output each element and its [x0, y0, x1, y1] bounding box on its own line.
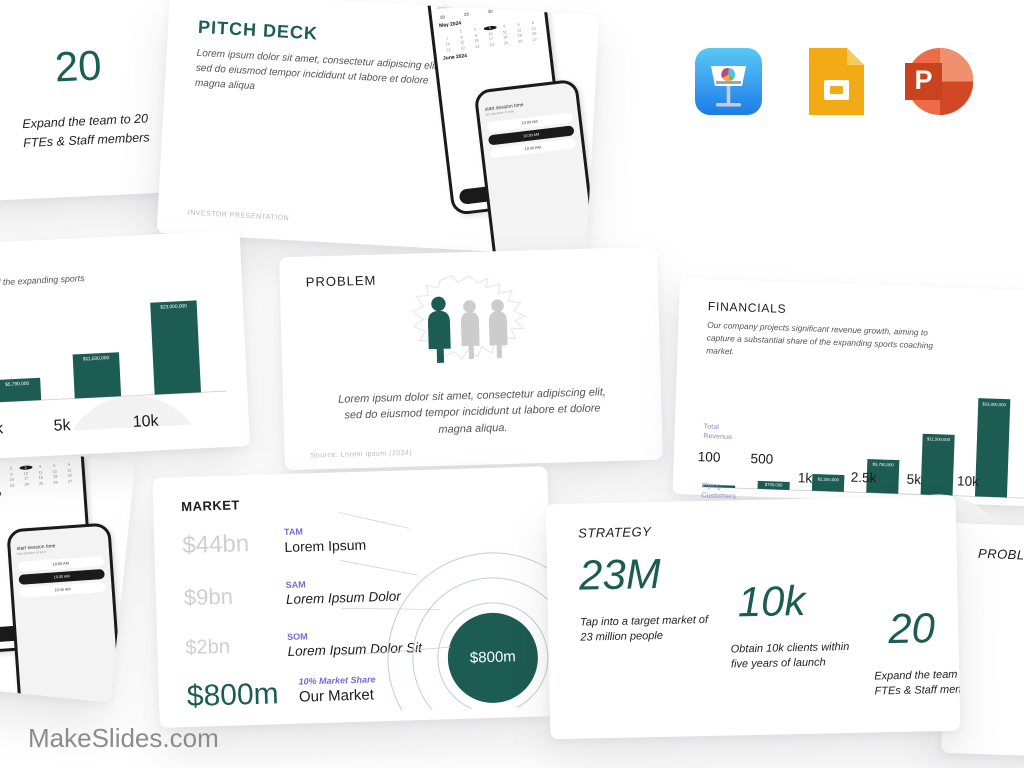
- svg-text:$5,750,000: $5,750,000: [873, 462, 895, 468]
- svg-text:$800m: $800m: [470, 648, 516, 666]
- svg-text:$2,300,000: $2,300,000: [818, 477, 840, 483]
- svg-text:$700,000: $700,000: [765, 482, 783, 488]
- svg-text:$23,000,000: $23,000,000: [982, 401, 1006, 407]
- svg-text:P: P: [914, 65, 932, 95]
- svg-text:$5,790,000: $5,790,000: [5, 381, 30, 388]
- svg-text:$11,500,000: $11,500,000: [927, 436, 951, 442]
